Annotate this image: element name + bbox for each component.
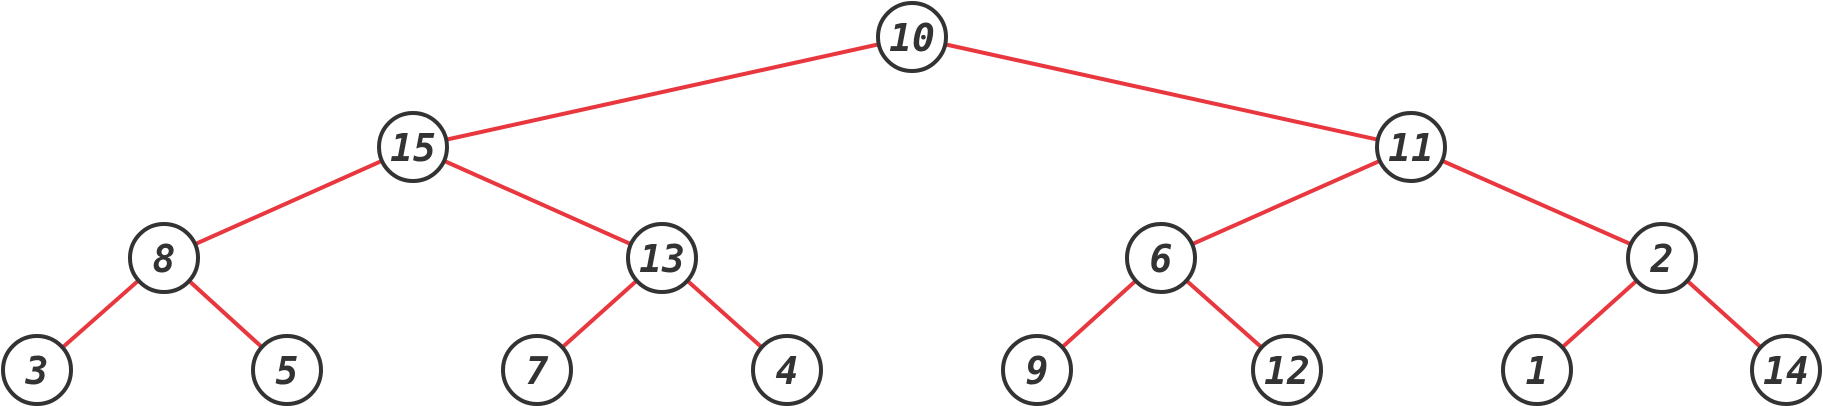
- tree-node-4: 4: [751, 334, 823, 406]
- tree-node-circle: [626, 222, 698, 294]
- tree-node-circle: [1251, 334, 1323, 406]
- tree-node-5: 5: [251, 334, 323, 406]
- tree-edge-15-13: [411, 145, 664, 260]
- tree-node-3: 3: [1, 334, 73, 406]
- tree-node-8: 8: [128, 222, 200, 294]
- tree-node-label: 4: [776, 349, 799, 393]
- tree-node-10: 10: [876, 1, 948, 73]
- tree-node-circle: [1125, 222, 1197, 294]
- tree-node-label: 12: [1264, 349, 1310, 393]
- tree-node-circle: [751, 334, 823, 406]
- tree-node-label: 5: [276, 349, 299, 393]
- tree-node-label: 8: [153, 237, 176, 281]
- tree-node-label: 14: [1763, 349, 1809, 393]
- tree-node-circle: [1626, 222, 1698, 294]
- tree-node-circle: [876, 1, 948, 73]
- tree-node-circle: [1, 334, 73, 406]
- tree-node-circle: [1750, 334, 1822, 406]
- tree-edge-11-2: [1409, 145, 1664, 260]
- tree-node-1: 1: [1501, 334, 1573, 406]
- tree-edges: [35, 35, 1788, 372]
- tree-node-circle: [1001, 334, 1073, 406]
- tree-node-label: 11: [1388, 126, 1434, 170]
- tree-node-circle: [1375, 111, 1447, 183]
- tree-node-9: 9: [1001, 334, 1073, 406]
- tree-node-label: 7: [526, 349, 549, 393]
- tree-node-13: 13: [626, 222, 698, 294]
- tree-node-label: 10: [889, 16, 935, 60]
- tree-node-circle: [1501, 334, 1573, 406]
- tree-node-11: 11: [1375, 111, 1447, 183]
- tree-node-label: 15: [390, 126, 436, 170]
- tree-node-label: 2: [1650, 237, 1674, 281]
- tree-edge-11-6: [1159, 145, 1413, 260]
- tree-node-7: 7: [501, 334, 573, 406]
- tree-node-2: 2: [1626, 222, 1698, 294]
- tree-node-circle: [128, 222, 200, 294]
- tree-node-circle: [501, 334, 573, 406]
- tree-node-label: 3: [25, 349, 49, 393]
- tree-node-circle: [251, 334, 323, 406]
- tree-node-label: 6: [1150, 237, 1173, 281]
- tree-node-6: 6: [1125, 222, 1197, 294]
- tree-node-12: 12: [1251, 334, 1323, 406]
- tree-edge-10-15: [411, 35, 914, 149]
- tree-node-label: 9: [1026, 349, 1049, 393]
- tree-node-14: 14: [1750, 334, 1822, 406]
- tree-edge-15-8: [162, 145, 415, 260]
- tree-node-15: 15: [377, 111, 449, 183]
- tree-node-circle: [377, 111, 449, 183]
- tree-edge-10-11: [910, 35, 1413, 149]
- tree-node-label: 1: [1526, 349, 1549, 393]
- tree-node-label: 13: [639, 237, 685, 281]
